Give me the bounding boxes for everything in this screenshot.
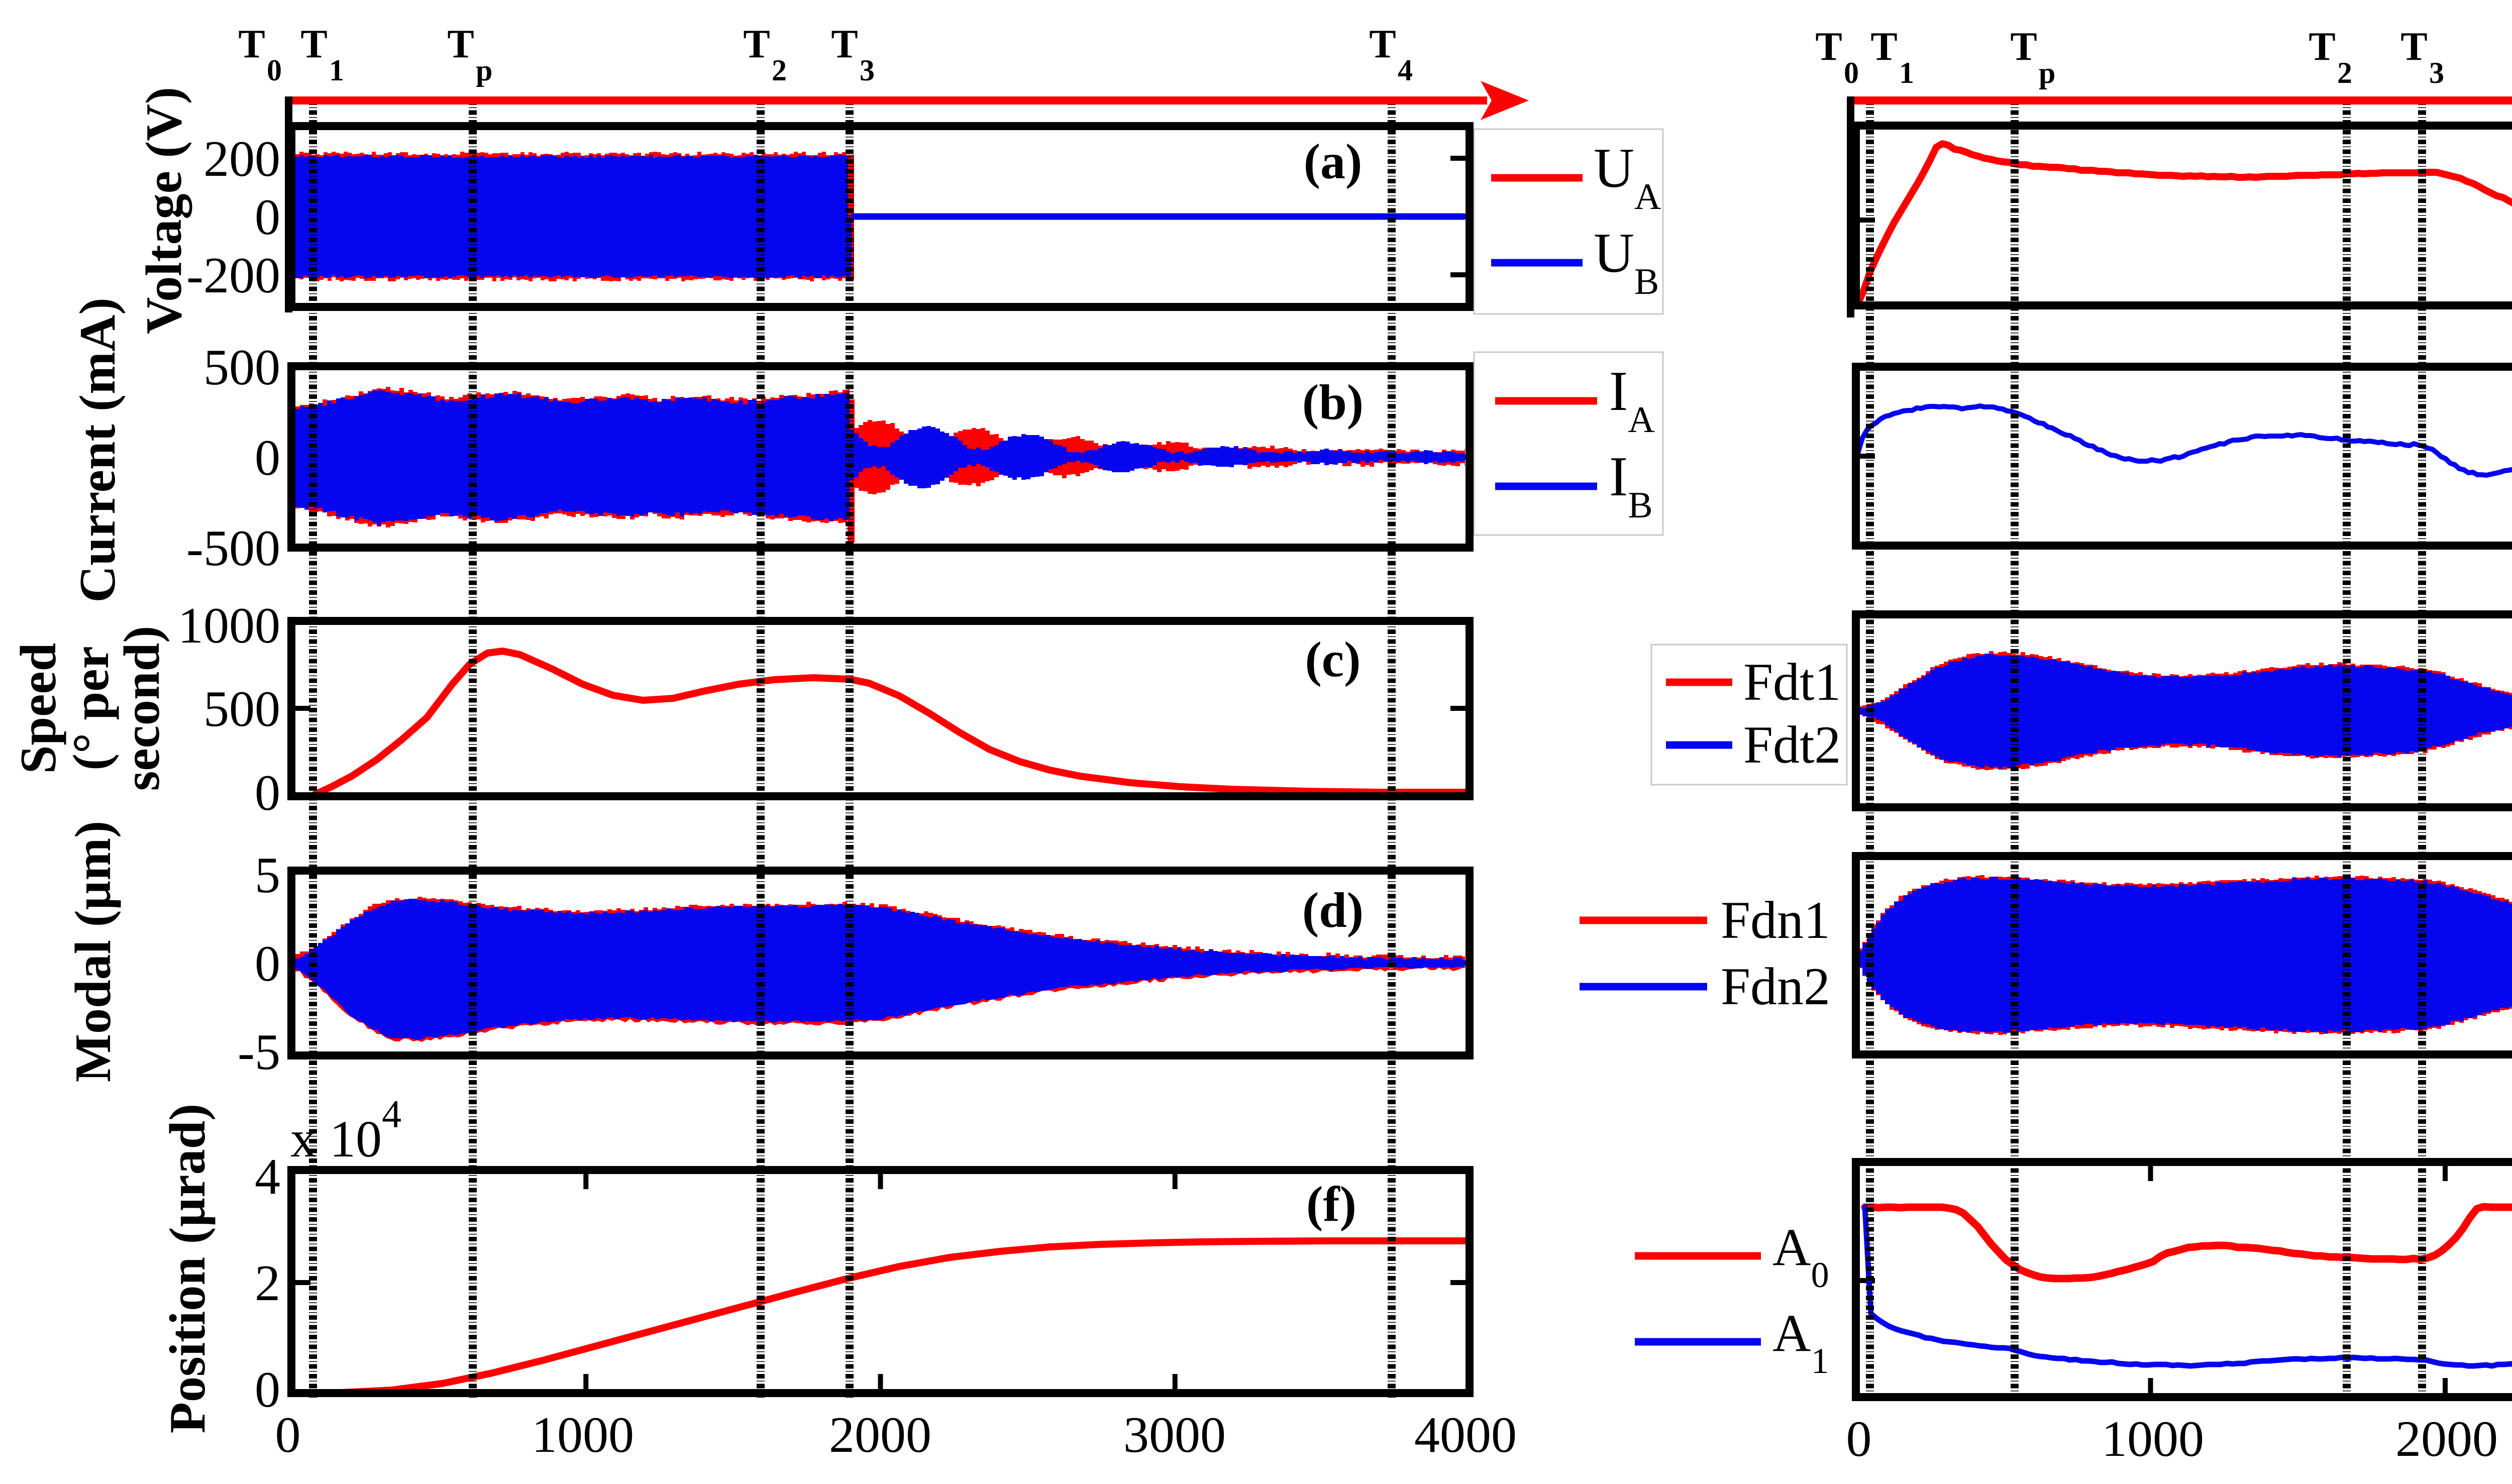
svg-text:(f): (f) (1306, 1176, 1356, 1232)
svg-text:Voltage (V): Voltage (V) (136, 87, 192, 334)
svg-text:500: 500 (203, 681, 280, 737)
svg-text:(d): (d) (1302, 882, 1364, 938)
svg-text:T: T (2400, 25, 2427, 69)
svg-text:Fdn2: Fdn2 (1721, 957, 1830, 1016)
svg-text:T: T (2010, 25, 2037, 69)
svg-text:2000: 2000 (829, 1407, 931, 1463)
svg-text:T: T (447, 22, 474, 66)
svg-text:4000: 4000 (1414, 1407, 1517, 1463)
svg-text:Modal (µm): Modal (µm) (65, 821, 122, 1083)
svg-text:500: 500 (203, 339, 280, 396)
svg-text:0: 0 (1846, 1411, 1872, 1467)
svg-text:Fdt2: Fdt2 (1743, 715, 1841, 774)
svg-text:3000: 3000 (1123, 1407, 1226, 1463)
svg-text:T: T (300, 22, 327, 66)
svg-text:1: 1 (1899, 56, 1914, 89)
svg-text:1: 1 (329, 54, 344, 87)
svg-text:-200: -200 (186, 247, 280, 304)
svg-text:200: 200 (203, 131, 280, 187)
svg-text:p: p (2039, 56, 2055, 89)
svg-text:4: 4 (1398, 54, 1413, 87)
svg-text:2: 2 (255, 1255, 280, 1312)
svg-text:3: 3 (860, 54, 875, 87)
svg-text:(° per: (° per (63, 646, 120, 771)
svg-text:0: 0 (267, 54, 282, 87)
svg-text:4: 4 (255, 1148, 280, 1205)
svg-text:2000: 2000 (2395, 1411, 2498, 1467)
svg-text:T: T (743, 22, 770, 66)
svg-text:Fdt1: Fdt1 (1743, 653, 1841, 711)
svg-text:T: T (238, 22, 265, 66)
svg-text:T: T (1815, 25, 1842, 69)
svg-text:0: 0 (255, 765, 280, 821)
svg-text:2: 2 (2337, 56, 2352, 89)
svg-text:Position (µrad): Position (µrad) (159, 1104, 216, 1434)
svg-text:1000: 1000 (178, 597, 280, 654)
svg-text:3: 3 (2429, 56, 2444, 89)
svg-text:p: p (476, 54, 492, 87)
svg-text:T: T (1369, 22, 1396, 66)
svg-text:0: 0 (255, 189, 280, 246)
svg-text:Speed: Speed (10, 643, 67, 774)
svg-text:Current (mA): Current (mA) (69, 297, 126, 602)
svg-text:0: 0 (255, 935, 280, 992)
svg-text:T: T (1870, 25, 1897, 69)
svg-text:5: 5 (255, 847, 280, 904)
svg-text:2: 2 (772, 54, 787, 87)
svg-text:1000: 1000 (2102, 1411, 2204, 1467)
svg-text:(a): (a) (1304, 134, 1363, 189)
svg-text:T: T (2309, 25, 2335, 69)
svg-text:Fdn1: Fdn1 (1721, 891, 1830, 949)
svg-text:0: 0 (255, 1361, 280, 1418)
svg-text:0: 0 (255, 430, 280, 486)
svg-text:1000: 1000 (532, 1407, 634, 1463)
svg-text:-5: -5 (238, 1024, 280, 1081)
svg-text:0: 0 (1844, 56, 1859, 89)
svg-text:second): second) (114, 626, 170, 791)
svg-text:-500: -500 (186, 520, 280, 577)
svg-text:0: 0 (275, 1407, 301, 1463)
svg-text:(c): (c) (1305, 631, 1361, 687)
svg-text:(b): (b) (1302, 374, 1364, 430)
svg-text:T: T (831, 22, 858, 66)
